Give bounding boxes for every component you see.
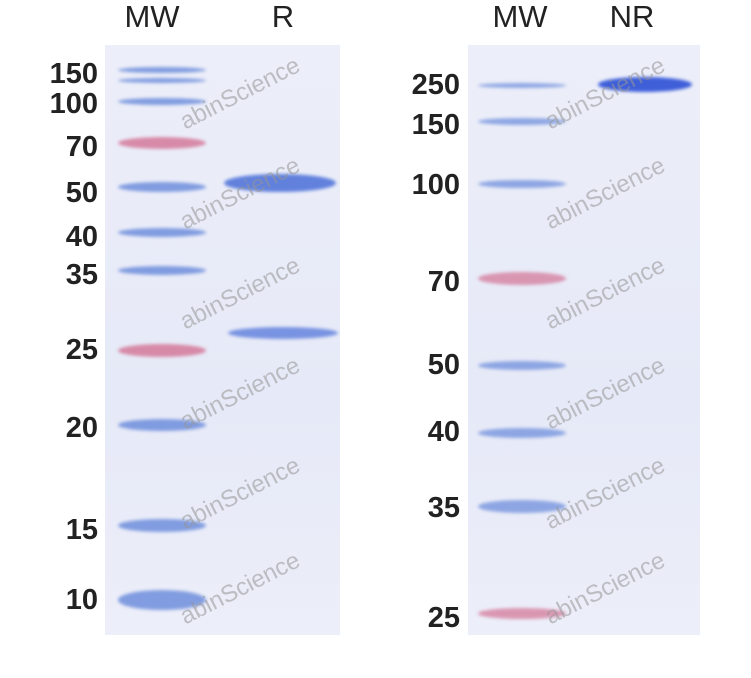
mw-marker-label: 70	[65, 131, 98, 163]
mw-marker-label: 40	[427, 416, 460, 448]
ladder-band	[118, 518, 206, 532]
mw-marker-label: 50	[427, 349, 460, 381]
lane-label-mw-left: MW	[124, 0, 180, 34]
ladder-band	[478, 360, 566, 370]
mw-marker-label: 100	[49, 88, 98, 120]
ladder-band	[478, 180, 566, 188]
sample-band-light-chain	[228, 327, 338, 339]
mw-marker-label: 150	[49, 58, 98, 90]
mw-marker-label: 15	[65, 514, 98, 546]
ladder-band	[478, 607, 566, 619]
lane-label-mw-right: MW	[492, 0, 548, 34]
ladder-band	[118, 67, 206, 73]
mw-marker-label: 20	[65, 412, 98, 444]
ladder-band	[118, 590, 206, 610]
ladder-band	[118, 182, 206, 192]
ladder-band	[118, 265, 206, 275]
sample-band-heavy-chain	[224, 174, 336, 192]
ladder-band	[478, 428, 566, 438]
gel-left	[105, 45, 340, 635]
lane-label-reduced: R	[271, 0, 295, 34]
ladder-band	[118, 77, 206, 83]
sample-band-non-reduced	[598, 77, 692, 92]
mw-marker-label: 70	[427, 266, 460, 298]
mw-marker-label: 40	[65, 221, 98, 253]
lane-label-non-reduced: NR	[609, 0, 655, 34]
mw-marker-label: 100	[411, 169, 460, 201]
ladder-band	[478, 117, 566, 125]
mw-marker-label: 35	[427, 492, 460, 524]
ladder-band	[478, 271, 566, 285]
gel-right	[468, 45, 700, 635]
mw-marker-label: 35	[65, 259, 98, 291]
ladder-band	[118, 137, 206, 149]
mw-marker-label: 150	[411, 109, 460, 141]
ladder-band	[118, 97, 206, 105]
mw-marker-label: 10	[65, 584, 98, 616]
mw-marker-label: 50	[65, 177, 98, 209]
ladder-band	[478, 82, 566, 88]
ladder-band	[118, 343, 206, 357]
mw-marker-label: 250	[411, 69, 460, 101]
ladder-band	[478, 499, 566, 513]
mw-marker-label: 25	[65, 334, 98, 366]
mw-marker-label: 25	[427, 602, 460, 634]
ladder-band	[118, 419, 206, 431]
ladder-band	[118, 227, 206, 237]
